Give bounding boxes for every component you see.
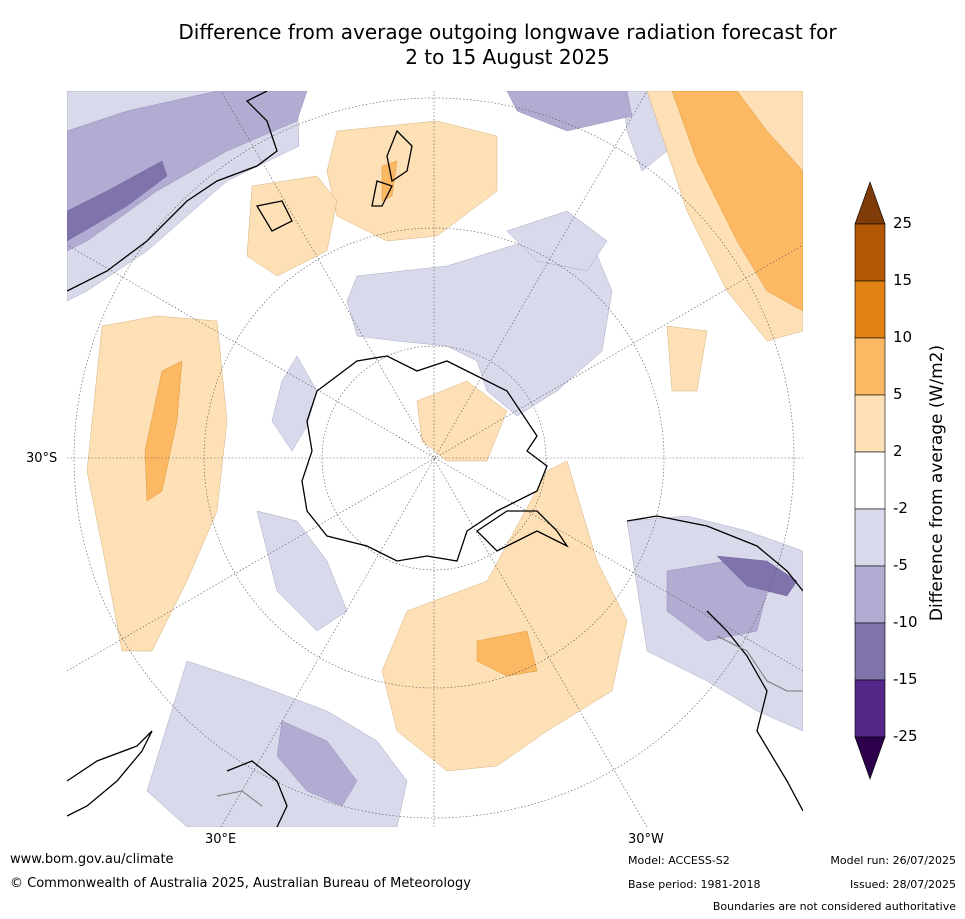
- south-america-east-coastline: [706, 610, 803, 812]
- south-america-border: [716, 635, 803, 692]
- pacific-east-positive-2: [666, 325, 708, 392]
- atlantic-lavender: [256, 510, 348, 632]
- tasman-purple-band: [67, 91, 308, 252]
- south-atlantic-moderate: [144, 360, 183, 502]
- africa-border: [216, 790, 263, 807]
- ross-sea-positive: [416, 380, 508, 462]
- colorbar: [854, 181, 886, 780]
- australia-positive: [246, 175, 338, 277]
- africa-coastline: [67, 730, 153, 817]
- colorbar-tick-label: 15: [893, 271, 913, 289]
- colorbar-tick-label: -2: [893, 499, 908, 517]
- north-pacific-purple: [506, 91, 633, 132]
- base-period-text: Base period: 1981-2018: [628, 878, 761, 891]
- olr-anomaly-map: [67, 91, 803, 827]
- colorbar-tick-label: 10: [893, 328, 913, 346]
- coastlines: [67, 91, 803, 827]
- copyright-text: © Commonwealth of Australia 2025, Austra…: [10, 876, 471, 891]
- south-pacific-lavender: [506, 210, 608, 272]
- colorbar-extend-top: [854, 181, 886, 225]
- title-line-2: 2 to 15 August 2025: [405, 45, 610, 69]
- antarctica-coastline: [301, 355, 548, 562]
- australia-coastline: [67, 91, 278, 292]
- new-zealand-north-coastline: [386, 129, 413, 183]
- issued-text: Issued: 28/07/2025: [849, 878, 956, 891]
- pacific-moderate-positive: [671, 91, 803, 312]
- tasmania-coastline: [255, 200, 293, 232]
- colorbar-bin: [854, 679, 886, 738]
- south-america-coastline: [626, 515, 803, 592]
- chart-title: Difference from average outgoing longwav…: [0, 20, 965, 70]
- lat-label-30s: 30°S: [26, 451, 58, 466]
- colorbar-tick-label: 25: [893, 214, 913, 232]
- graticule: [67, 91, 803, 827]
- graticule-circle-inner: [321, 345, 547, 571]
- disclaimer-text: Boundaries are not considered authoritat…: [712, 900, 956, 913]
- colorbar-tick-label: -15: [893, 670, 918, 688]
- madagascar-coastline: [226, 760, 288, 827]
- model-text: Model: ACCESS-S2: [628, 854, 730, 867]
- colorbar-bin: [854, 451, 886, 510]
- south-america-strong: [716, 555, 798, 597]
- antarctic-peninsula-positive: [381, 460, 628, 772]
- colorbar-tick-label: -5: [893, 556, 908, 574]
- colorbar-bin: [854, 280, 886, 339]
- colorbar-bin: [854, 508, 886, 567]
- colorbar-tick-label: 2: [893, 442, 903, 460]
- model-run-text: Model run: 26/07/2025: [830, 854, 956, 867]
- colorbar-bin: [854, 337, 886, 396]
- new-zealand-south-coastline: [371, 180, 393, 207]
- new-zealand-positive: [326, 120, 498, 242]
- colorbar-bin: [854, 622, 886, 681]
- tasman-strong: [67, 160, 168, 242]
- nz-moderate: [381, 160, 398, 202]
- title-line-1: Difference from average outgoing longwav…: [178, 20, 837, 44]
- colorbar-tick-label: -25: [893, 727, 918, 745]
- colorbar-bin: [854, 223, 886, 282]
- colorbar-bin: [854, 565, 886, 624]
- peninsula-moderate: [476, 630, 538, 677]
- moderate-positive-regions: [144, 91, 803, 677]
- colorbar-tick-label: 5: [893, 385, 903, 403]
- lon-label-30e: 30°E: [205, 832, 237, 847]
- colorbar-tick-label: -10: [893, 613, 918, 631]
- strong-negative-regions: [67, 160, 798, 597]
- lon-label-30w: 30°W: [628, 832, 664, 847]
- colorbar-bin: [854, 394, 886, 453]
- colorbar-axis-label: Difference from average (W/m2): [927, 344, 947, 622]
- country-borders: [216, 635, 803, 807]
- website-link[interactable]: www.bom.gov.au/climate: [10, 852, 174, 867]
- antarctic-peninsula-coastline: [475, 510, 569, 552]
- colorbar-extend-bottom: [854, 736, 886, 780]
